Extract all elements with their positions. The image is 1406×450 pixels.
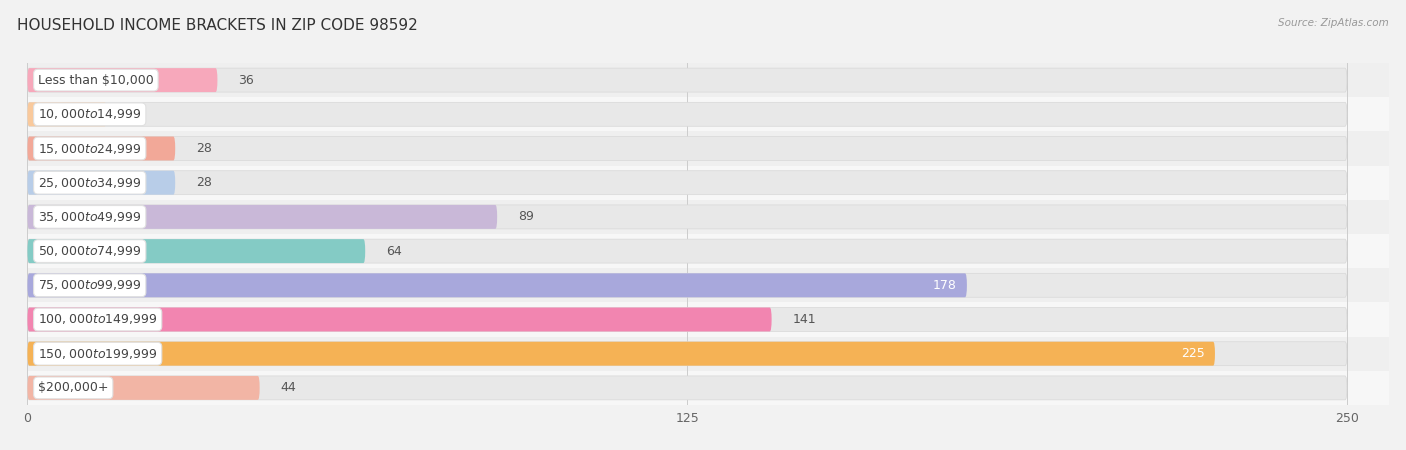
Text: $25,000 to $34,999: $25,000 to $34,999 [38,176,142,190]
Text: 141: 141 [793,313,817,326]
Text: 89: 89 [519,211,534,223]
FancyBboxPatch shape [28,131,1389,166]
Text: $200,000+: $200,000+ [38,382,108,394]
FancyBboxPatch shape [28,239,366,263]
FancyBboxPatch shape [28,376,260,400]
FancyBboxPatch shape [28,97,1389,131]
FancyBboxPatch shape [28,234,1389,268]
Text: 178: 178 [932,279,956,292]
FancyBboxPatch shape [28,302,1389,337]
Text: $50,000 to $74,999: $50,000 to $74,999 [38,244,142,258]
FancyBboxPatch shape [28,68,1347,92]
FancyBboxPatch shape [28,239,1347,263]
FancyBboxPatch shape [28,205,1347,229]
Text: Less than $10,000: Less than $10,000 [38,74,153,86]
FancyBboxPatch shape [28,273,1347,297]
Text: 28: 28 [197,176,212,189]
FancyBboxPatch shape [28,102,1347,126]
FancyBboxPatch shape [28,307,772,332]
Text: 15: 15 [128,108,143,121]
FancyBboxPatch shape [28,68,218,92]
FancyBboxPatch shape [28,337,1389,371]
Text: $35,000 to $49,999: $35,000 to $49,999 [38,210,142,224]
Text: $100,000 to $149,999: $100,000 to $149,999 [38,312,157,327]
Text: HOUSEHOLD INCOME BRACKETS IN ZIP CODE 98592: HOUSEHOLD INCOME BRACKETS IN ZIP CODE 98… [17,18,418,33]
FancyBboxPatch shape [28,136,1347,161]
FancyBboxPatch shape [28,342,1347,366]
Text: $75,000 to $99,999: $75,000 to $99,999 [38,278,142,293]
Text: $15,000 to $24,999: $15,000 to $24,999 [38,141,142,156]
FancyBboxPatch shape [28,166,1389,200]
Text: 64: 64 [387,245,402,257]
FancyBboxPatch shape [28,307,1347,332]
FancyBboxPatch shape [28,171,176,195]
FancyBboxPatch shape [28,371,1389,405]
Text: 36: 36 [239,74,254,86]
Text: 44: 44 [281,382,297,394]
Text: $10,000 to $14,999: $10,000 to $14,999 [38,107,142,122]
FancyBboxPatch shape [28,268,1389,302]
FancyBboxPatch shape [28,136,176,161]
FancyBboxPatch shape [28,273,967,297]
FancyBboxPatch shape [28,376,1347,400]
FancyBboxPatch shape [28,63,1389,97]
FancyBboxPatch shape [28,205,498,229]
Text: Source: ZipAtlas.com: Source: ZipAtlas.com [1278,18,1389,28]
FancyBboxPatch shape [28,102,107,126]
FancyBboxPatch shape [28,171,1347,195]
Text: 225: 225 [1181,347,1205,360]
Text: $150,000 to $199,999: $150,000 to $199,999 [38,346,157,361]
FancyBboxPatch shape [28,200,1389,234]
Text: 28: 28 [197,142,212,155]
FancyBboxPatch shape [28,342,1215,366]
